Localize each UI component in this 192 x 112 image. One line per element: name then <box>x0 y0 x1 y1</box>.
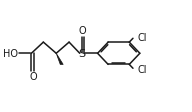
Text: Cl: Cl <box>138 65 147 75</box>
Text: Cl: Cl <box>138 33 147 43</box>
Text: O: O <box>29 71 37 81</box>
Text: HO: HO <box>3 49 18 59</box>
Text: S: S <box>78 49 85 59</box>
Polygon shape <box>56 54 63 65</box>
Text: O: O <box>78 26 86 36</box>
